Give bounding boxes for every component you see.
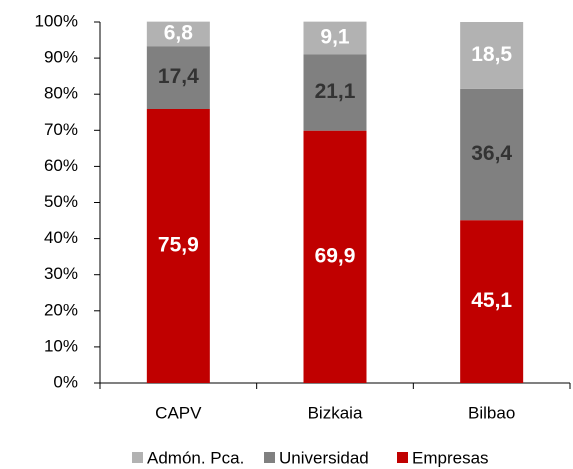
legend-label: Admón. Pca. bbox=[147, 448, 244, 467]
y-tick-label: 10% bbox=[44, 336, 78, 355]
bar-segment bbox=[460, 22, 524, 89]
bar-segment bbox=[303, 21, 367, 55]
legend-swatch bbox=[264, 452, 275, 463]
value-label: 18,5 bbox=[471, 43, 512, 66]
value-label: 9,1 bbox=[320, 26, 350, 49]
value-label: 36,4 bbox=[471, 142, 512, 165]
y-tick-label: 70% bbox=[44, 120, 78, 139]
bar-segment bbox=[303, 54, 367, 131]
value-label: 21,1 bbox=[315, 80, 356, 103]
y-tick-label: 40% bbox=[44, 228, 78, 247]
y-tick-label: 90% bbox=[44, 48, 78, 67]
legend-label: Empresas bbox=[412, 448, 489, 467]
x-tick-label: Bilbao bbox=[468, 403, 515, 422]
bar-segment bbox=[460, 220, 524, 383]
y-tick-label: 30% bbox=[44, 264, 78, 283]
legend-label: Universidad bbox=[279, 448, 369, 467]
legend-swatch bbox=[132, 452, 143, 463]
value-label: 45,1 bbox=[471, 289, 512, 312]
x-tick-label: CAPV bbox=[155, 403, 202, 422]
bar-segment bbox=[460, 88, 524, 221]
x-tick-label: Bizkaia bbox=[308, 403, 363, 422]
legend-swatch bbox=[397, 452, 408, 463]
y-tick-label: 80% bbox=[44, 84, 78, 103]
bar-segment bbox=[146, 109, 210, 383]
y-tick-label: 20% bbox=[44, 300, 78, 319]
y-tick-label: 60% bbox=[44, 156, 78, 175]
value-label: 17,4 bbox=[158, 65, 199, 88]
value-label: 6,8 bbox=[164, 21, 194, 44]
y-tick-label: 50% bbox=[44, 192, 78, 211]
value-label: 69,9 bbox=[315, 244, 356, 267]
bar-segment bbox=[146, 46, 210, 110]
y-tick-label: 0% bbox=[53, 372, 78, 391]
bar-segment bbox=[303, 130, 367, 383]
value-label: 75,9 bbox=[158, 234, 199, 257]
y-tick-label: 100% bbox=[35, 11, 78, 30]
bar-segment bbox=[146, 21, 210, 47]
